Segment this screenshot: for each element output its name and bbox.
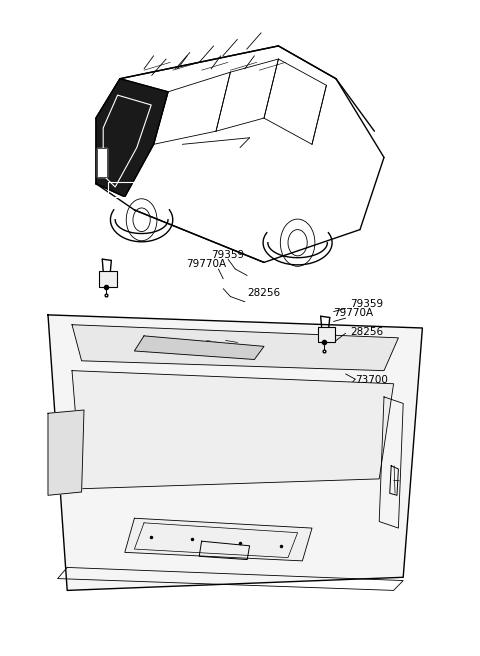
Polygon shape [48, 315, 422, 590]
FancyBboxPatch shape [99, 271, 117, 287]
Polygon shape [48, 410, 84, 495]
Polygon shape [96, 79, 168, 197]
Text: 79770A: 79770A [186, 258, 227, 269]
Text: 28256: 28256 [247, 288, 280, 298]
Text: 79359: 79359 [211, 249, 245, 260]
Polygon shape [72, 371, 394, 489]
Text: 73700: 73700 [355, 375, 388, 386]
Text: 79359: 79359 [350, 298, 384, 309]
Bar [108, 182, 134, 197]
Bar [97, 148, 107, 177]
Text: 28256: 28256 [350, 327, 384, 337]
Bar [97, 148, 107, 177]
Polygon shape [72, 325, 398, 371]
Polygon shape [134, 336, 264, 359]
Polygon shape [125, 518, 312, 561]
FancyBboxPatch shape [318, 327, 335, 342]
Text: 79770A: 79770A [334, 308, 374, 318]
